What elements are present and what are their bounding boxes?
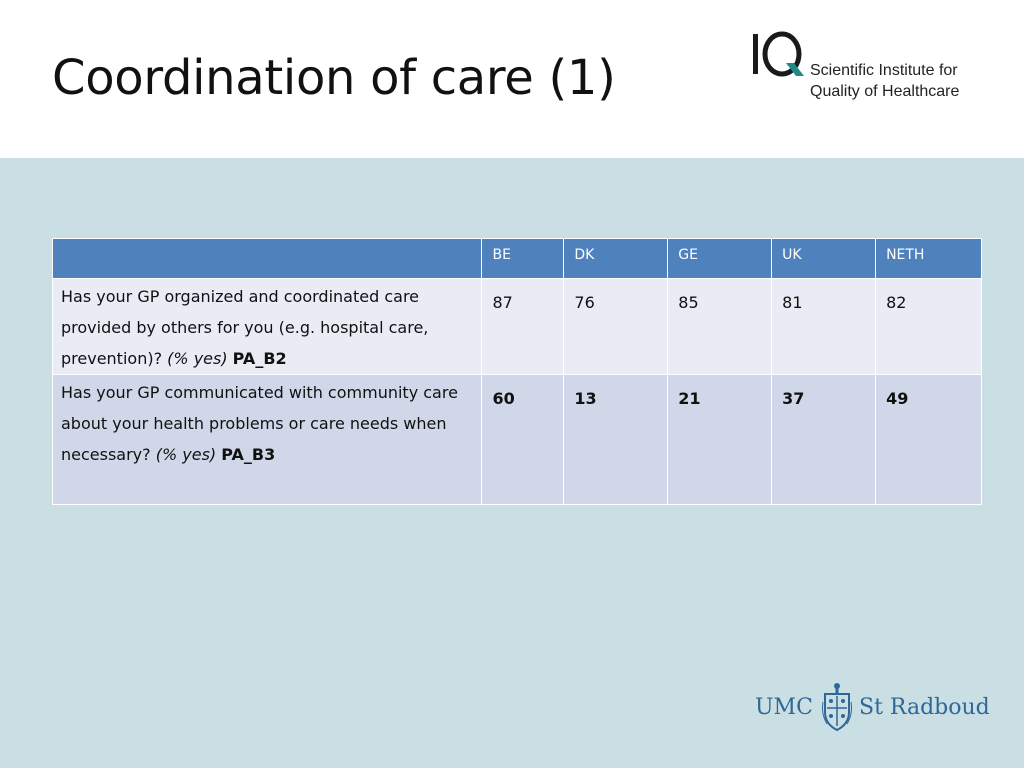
slide-header: Coordination of care (1) Scientific Inst…: [0, 0, 1024, 158]
question-qualifier: (% yes): [155, 445, 217, 464]
slide-content: BE DK GE UK NETH Has your GP organized a…: [0, 158, 1024, 768]
iq-logo-icon: [753, 31, 804, 77]
value-ge: 85: [678, 293, 699, 312]
header-cell-neth: NETH: [875, 238, 982, 279]
value-be: 87: [492, 293, 513, 312]
header-cell-uk: UK: [771, 238, 877, 279]
header-cell-empty: [51, 238, 483, 279]
question-text: Has your GP organized and coordinated ca…: [61, 287, 429, 368]
value-dk: 13: [574, 389, 597, 408]
header-cell-dk: DK: [563, 238, 669, 279]
value-cell-dk: 76: [563, 278, 669, 375]
question-cell: Has your GP organized and coordinated ca…: [51, 278, 483, 375]
value-cell-be: 60: [481, 374, 565, 505]
question-qualifier: (% yes): [167, 349, 228, 368]
question-code: PA_B2: [232, 349, 287, 368]
value-cell-neth: 49: [875, 374, 982, 505]
umc-logo: UMC St Radboud: [755, 678, 990, 738]
value-ge: 21: [678, 389, 701, 408]
crest-icon: [822, 683, 852, 732]
header-cell-be: BE: [481, 238, 565, 279]
header-cell-ge: GE: [667, 238, 773, 279]
value-uk: 37: [782, 389, 805, 408]
value-be: 60: [492, 389, 515, 408]
slide-title: Coordination of care (1): [52, 50, 616, 106]
value-neth: 82: [886, 293, 907, 312]
value-uk: 81: [782, 293, 803, 312]
table-header-row: BE DK GE UK NETH: [51, 238, 982, 279]
question-cell: Has your GP communicated with community …: [51, 374, 483, 505]
iq-logo-line2: Quality of Healthcare: [810, 83, 960, 100]
question-code: PA_B3: [221, 445, 276, 464]
value-cell-neth: 82: [875, 278, 982, 375]
coordination-table: BE DK GE UK NETH Has your GP organized a…: [51, 238, 982, 505]
value-cell-be: 87: [481, 278, 565, 375]
value-cell-ge: 21: [667, 374, 773, 505]
iq-logo-line1: Scientific Institute for: [810, 62, 958, 79]
value-neth: 49: [886, 389, 909, 408]
umc-logo-left-text: UMC: [755, 695, 813, 720]
iq-logo-text: Scientific Institute for Quality of Heal…: [810, 60, 959, 102]
question-text: Has your GP communicated with community …: [61, 383, 458, 464]
value-cell-ge: 85: [667, 278, 773, 375]
value-cell-uk: 81: [771, 278, 877, 375]
value-dk: 76: [574, 293, 595, 312]
value-cell-uk: 37: [771, 374, 877, 505]
umc-logo-right-text: St Radboud: [859, 695, 990, 720]
table-row: Has your GP communicated with community …: [51, 374, 982, 505]
iq-logo: Scientific Institute for Quality of Heal…: [750, 30, 1000, 110]
table-row: Has your GP organized and coordinated ca…: [51, 278, 982, 375]
value-cell-dk: 13: [563, 374, 669, 505]
